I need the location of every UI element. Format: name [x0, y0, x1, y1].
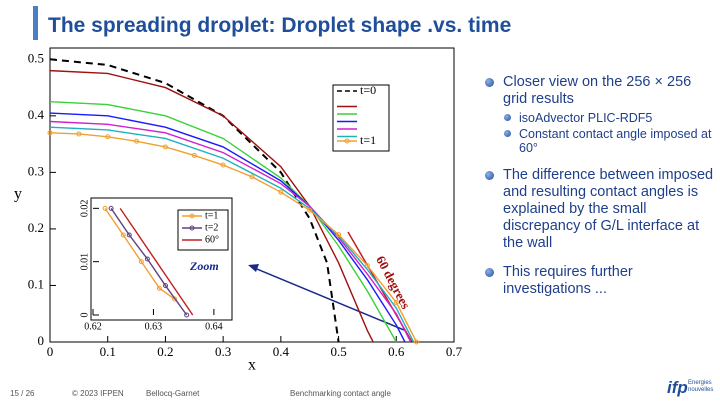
x-tick-label: 0.2: [157, 344, 173, 359]
legend-label: t=0: [360, 83, 376, 97]
chart: 0 0.1 0.2 0.3 0.4 0.5 0.6 0.7 0 0.1 0.2 0.3 0.4 0.5 x y…: [14, 47, 463, 374]
sub-bullet: Constant contact angle imposed at 60°: [502, 127, 716, 155]
sub-bullet: isoAdvector PLIC-RDF5: [502, 111, 716, 125]
point: [144, 256, 150, 262]
logo-text: Energies nouvelles: [688, 380, 714, 393]
y-tick-label: 0: [79, 313, 90, 318]
point: [336, 232, 342, 238]
point: [249, 174, 255, 180]
x-tick-label: 0.63: [145, 321, 163, 332]
title-bar: [33, 6, 38, 40]
point: [413, 339, 419, 345]
y-axis-label: y: [14, 186, 22, 203]
x-tick-label: 0.1: [100, 344, 116, 359]
point: [162, 144, 168, 150]
bullet: The difference between imposed and resul…: [484, 167, 716, 252]
y-tick-label: 0.2: [28, 220, 44, 235]
point: [126, 232, 132, 238]
point: [191, 152, 197, 158]
series-line: [104, 207, 175, 300]
series-line: [49, 126, 415, 343]
bullet-item: The difference between imposed and resul…: [484, 167, 716, 252]
x-tick-label: 0.3: [215, 344, 231, 359]
y-tick-label: 0.02: [79, 200, 90, 218]
legend-label: t=1: [205, 210, 218, 221]
page-number: 15 / 26: [10, 389, 35, 398]
y-tick-label: 0.3: [28, 163, 44, 178]
logo: ifp: [667, 378, 688, 397]
series-line: [49, 112, 406, 343]
point: [156, 285, 162, 291]
x-tick-label: 0.7: [446, 344, 463, 359]
x-tick-label: 0.5: [330, 344, 346, 359]
point: [105, 134, 111, 140]
legend-label: 60°: [205, 234, 219, 245]
legend-marker: [189, 225, 195, 231]
series-line: [110, 207, 188, 316]
y-tick-label: 0.5: [28, 50, 44, 65]
point: [307, 207, 313, 213]
point: [138, 259, 144, 265]
y-tick-label: 0.4: [28, 107, 45, 122]
point: [102, 205, 108, 211]
x-axis-label: x: [248, 357, 256, 374]
point: [76, 131, 82, 137]
x-tick-label: 0.62: [84, 321, 102, 332]
point: [393, 299, 399, 305]
arrow: [251, 266, 405, 331]
legend-label: t=1: [360, 133, 376, 147]
point: [364, 263, 370, 269]
point: [134, 138, 140, 144]
legend-marker: [344, 138, 350, 144]
bullet-item: This requires further investigations ...: [484, 264, 716, 298]
subject: Benchmarking contact angle: [290, 389, 391, 398]
annotation: Zoom: [189, 259, 219, 273]
copyright: © 2023 IFPEN: [72, 389, 124, 398]
bullet-list: Closer view on the 256 × 256 grid result…: [484, 74, 716, 310]
arrow-head: [248, 264, 259, 272]
x-tick-label: 0: [47, 344, 54, 359]
annotation: 60 degrees: [373, 253, 413, 311]
x-tick-label: 0.6: [388, 344, 405, 359]
point: [108, 205, 114, 211]
series-line: [49, 69, 374, 343]
series-line: [49, 101, 397, 343]
legend-label: t=2: [205, 222, 218, 233]
series-line: [119, 207, 194, 316]
point: [120, 232, 126, 238]
plot-frame: [49, 47, 455, 343]
legend-marker: [189, 213, 195, 219]
y-tick-label: 0: [38, 333, 45, 348]
point: [220, 162, 226, 168]
point: [47, 130, 53, 136]
bullet-item: Closer view on the 256 × 256 grid result…: [484, 74, 716, 155]
point: [278, 189, 284, 195]
legend-box: [332, 84, 390, 152]
bullet: This requires further investigations ...: [484, 264, 716, 298]
y-tick-label: 0.1: [28, 276, 44, 291]
y-tick-label: 0.01: [79, 253, 90, 271]
series-line: [49, 132, 418, 343]
x-tick-label: 0.4: [273, 344, 290, 359]
x-tick-label: 0.64: [205, 321, 223, 332]
point: [163, 283, 169, 289]
author: Bellocq-Garnet: [146, 389, 200, 398]
slide-title: The spreading droplet: Droplet shape .vs…: [48, 14, 512, 37]
point: [184, 312, 190, 318]
point: [172, 296, 178, 302]
bullet: Closer view on the 256 × 256 grid result…: [484, 74, 716, 108]
series-line: [49, 120, 412, 343]
